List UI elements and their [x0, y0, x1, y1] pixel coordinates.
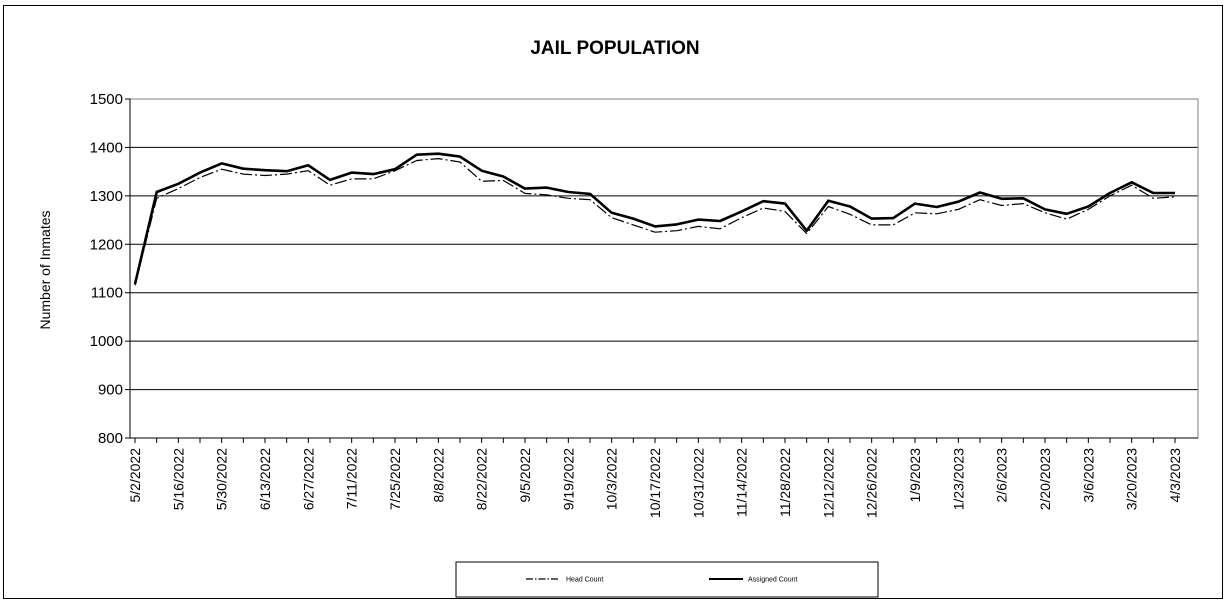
chart-frame: JAIL POPULATION Number of Inmates 800 900…	[3, 5, 1223, 599]
y-tick-label: 1100	[91, 285, 123, 302]
y-tick-label: 1200	[90, 236, 123, 253]
series-line-head-count	[134, 158, 1176, 286]
y-tick-label: 1500	[90, 91, 123, 108]
series-lines	[133, 152, 1176, 286]
y-axis-title: Number of Inmates	[37, 210, 53, 329]
y-tick-label: 800	[98, 430, 123, 447]
x-tick-label: 1/23/2023	[950, 448, 966, 510]
y-tick-label: 1400	[90, 139, 123, 156]
x-tick-label: 12/26/2022	[864, 448, 880, 518]
x-tick-label: 1/9/2023	[907, 448, 923, 503]
x-tick-label: 5/30/2022	[214, 448, 230, 510]
x-tick-label: 8/8/2022	[430, 448, 446, 503]
x-tick-label: 3/6/2023	[1080, 448, 1096, 503]
x-tick-label: 5/2/2022	[127, 448, 143, 503]
y-tick-label: 1300	[90, 188, 123, 205]
legend-label: Head Count	[566, 577, 603, 584]
y-axis: 800 900 1000 1100 1200 1300 1400 1500	[90, 91, 1198, 447]
x-tick-label: 11/28/2022	[777, 448, 793, 517]
x-tick-label: 12/12/2022	[820, 448, 836, 518]
x-tick-label: 9/5/2022	[517, 448, 533, 503]
x-tick-label: 10/3/2022	[604, 448, 620, 510]
chart-title: JAIL POPULATION	[530, 38, 699, 59]
x-axis: 5/2/2022 5/16/2022 5/30/2022 6/13/2022 6/27/…	[127, 438, 1183, 518]
x-tick-label: 6/13/2022	[257, 448, 273, 510]
x-tick-label: 7/25/2022	[387, 448, 403, 510]
gridlines	[130, 98, 1198, 439]
x-tick-label: 5/16/2022	[170, 448, 186, 510]
x-tick-label: 7/11/2022	[344, 448, 360, 509]
x-tick-label: 3/20/2023	[1124, 448, 1140, 510]
x-tick-label: 2/6/2023	[994, 448, 1010, 503]
x-tick-label: 2/20/2023	[1037, 448, 1053, 510]
x-tick-label: 10/31/2022	[690, 448, 706, 518]
legend-label: Assigned Count	[748, 577, 797, 584]
legend: Head Count Assigned Count	[455, 561, 879, 598]
x-tick-label: 4/3/2023	[1167, 448, 1183, 503]
line-chart: JAIL POPULATION Number of Inmates 800 900…	[37, 38, 1199, 598]
y-tick-label: 900	[98, 382, 123, 399]
y-tick-label: 1000	[90, 333, 123, 350]
series-line-assigned-count	[133, 152, 1175, 285]
x-tick-label: 6/27/2022	[300, 448, 316, 510]
x-tick-label: 10/17/2022	[647, 448, 663, 518]
plot-area	[129, 98, 1199, 439]
x-tick-label: 9/19/2022	[560, 448, 576, 510]
x-tick-label: 11/14/2022	[734, 448, 750, 517]
legend-box	[455, 561, 879, 598]
x-tick-label: 8/22/2022	[474, 448, 490, 510]
